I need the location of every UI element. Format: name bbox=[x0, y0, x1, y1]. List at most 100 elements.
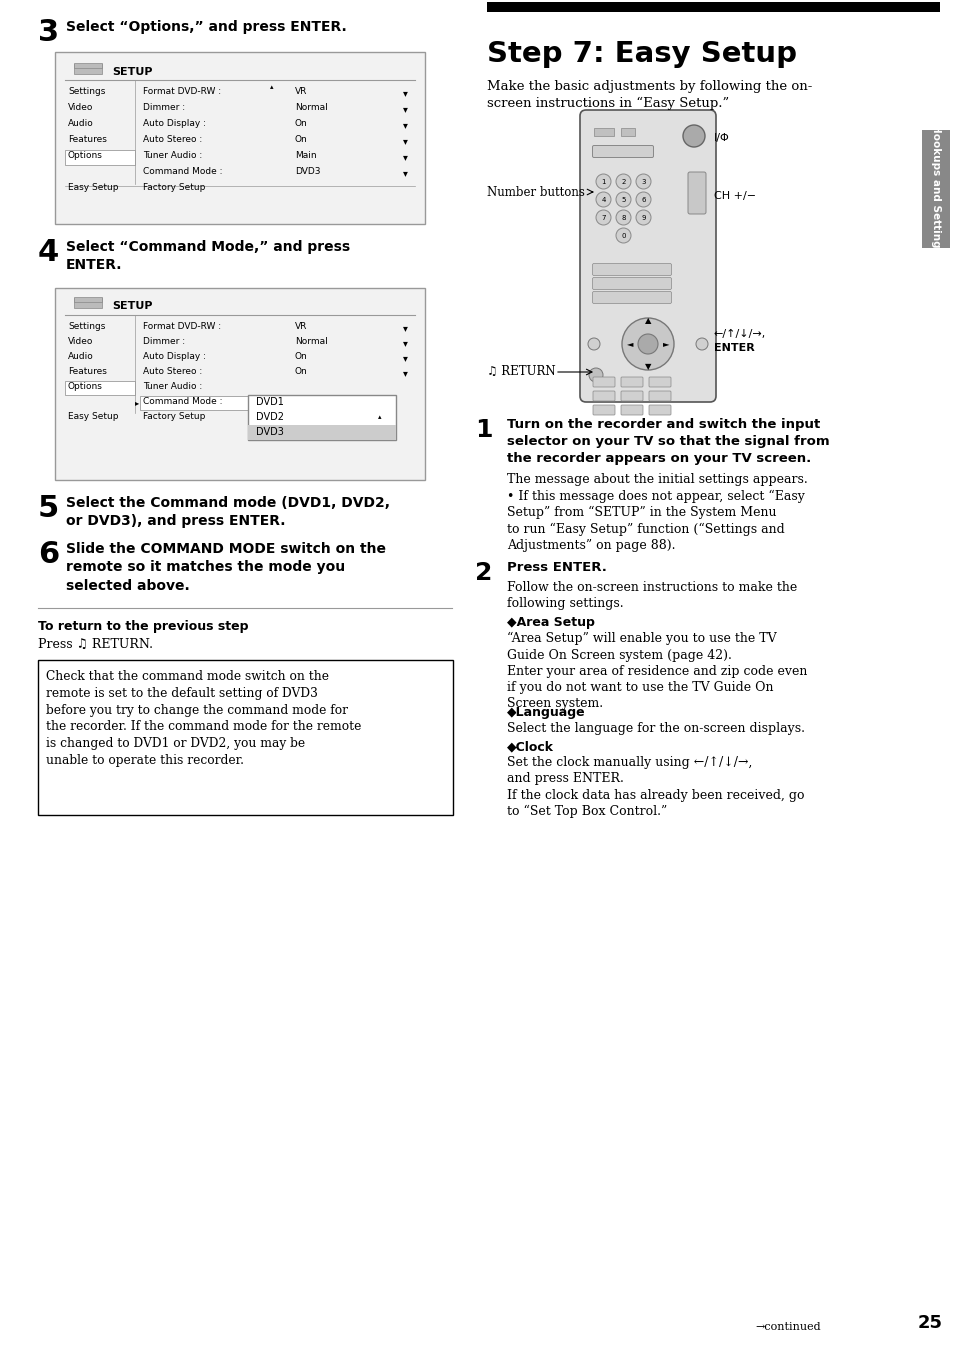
Text: 25: 25 bbox=[917, 1314, 942, 1332]
Text: ▾: ▾ bbox=[402, 151, 408, 162]
Text: Format DVD-RW :: Format DVD-RW : bbox=[143, 87, 221, 96]
Text: Normal: Normal bbox=[294, 103, 328, 112]
Text: SETUP: SETUP bbox=[112, 301, 152, 311]
Text: Auto Display :: Auto Display : bbox=[143, 352, 206, 361]
FancyBboxPatch shape bbox=[648, 406, 670, 415]
Text: 2: 2 bbox=[475, 561, 492, 585]
Text: 6: 6 bbox=[640, 196, 645, 203]
Text: Options: Options bbox=[68, 151, 103, 160]
Text: On: On bbox=[294, 119, 308, 128]
Text: ▾: ▾ bbox=[402, 168, 408, 178]
Text: Press ENTER.: Press ENTER. bbox=[506, 561, 606, 575]
FancyBboxPatch shape bbox=[592, 277, 671, 289]
Text: ◆Clock: ◆Clock bbox=[506, 740, 554, 753]
Circle shape bbox=[596, 174, 610, 189]
Bar bbox=[74, 64, 102, 68]
Text: 4: 4 bbox=[600, 196, 605, 203]
Text: ▾: ▾ bbox=[402, 353, 408, 362]
Text: Format DVD-RW :: Format DVD-RW : bbox=[143, 322, 221, 331]
Text: 1: 1 bbox=[600, 178, 605, 184]
Text: Follow the on-screen instructions to make the
following settings.: Follow the on-screen instructions to mak… bbox=[506, 581, 797, 610]
Text: VR: VR bbox=[294, 87, 307, 96]
Bar bbox=[38, 660, 453, 815]
FancyBboxPatch shape bbox=[620, 406, 642, 415]
Circle shape bbox=[596, 210, 610, 224]
Text: I/Φ: I/Φ bbox=[713, 132, 729, 143]
Bar bbox=[620, 128, 635, 137]
Text: DVD3: DVD3 bbox=[255, 427, 284, 437]
Text: Make the basic adjustments by following the on-
screen instructions in “Easy Set: Make the basic adjustments by following … bbox=[486, 80, 812, 111]
Text: Normal: Normal bbox=[294, 337, 328, 346]
Text: DVD2: DVD2 bbox=[255, 412, 284, 422]
Text: Factory Setup: Factory Setup bbox=[143, 183, 205, 192]
Bar bbox=[55, 51, 424, 224]
Text: Features: Features bbox=[68, 366, 107, 376]
Text: 0: 0 bbox=[620, 233, 625, 238]
Text: 5: 5 bbox=[620, 196, 625, 203]
Text: 6: 6 bbox=[38, 539, 59, 569]
Text: Check that the command mode switch on the
remote is set to the default setting o: Check that the command mode switch on th… bbox=[46, 671, 361, 767]
Text: Settings: Settings bbox=[68, 87, 105, 96]
Text: On: On bbox=[294, 352, 308, 361]
Text: DVD3: DVD3 bbox=[294, 168, 320, 176]
Text: 5: 5 bbox=[38, 493, 59, 523]
Text: Turn on the recorder and switch the input
selector on your TV so that the signal: Turn on the recorder and switch the inpu… bbox=[506, 418, 829, 465]
Text: DVD1: DVD1 bbox=[255, 397, 284, 407]
Text: Step 7: Easy Setup: Step 7: Easy Setup bbox=[486, 41, 796, 68]
Text: ▾: ▾ bbox=[402, 137, 408, 146]
Text: “Area Setup” will enable you to use the TV
Guide On Screen system (page 42).
Ent: “Area Setup” will enable you to use the … bbox=[506, 631, 806, 710]
Circle shape bbox=[616, 210, 630, 224]
Text: Easy Setup: Easy Setup bbox=[68, 183, 118, 192]
Circle shape bbox=[587, 338, 599, 350]
Text: ►: ► bbox=[662, 339, 669, 349]
Circle shape bbox=[636, 192, 650, 207]
Text: Select the Command mode (DVD1, DVD2,
or DVD3), and press ENTER.: Select the Command mode (DVD1, DVD2, or … bbox=[66, 496, 390, 529]
Text: Number buttons: Number buttons bbox=[486, 185, 584, 199]
Bar bbox=[248, 425, 395, 439]
Text: ▾: ▾ bbox=[402, 323, 408, 333]
Text: 9: 9 bbox=[640, 215, 645, 220]
Bar bbox=[55, 288, 424, 480]
Circle shape bbox=[638, 334, 658, 354]
Bar bbox=[74, 297, 102, 301]
Text: ←/↑/↓/→,: ←/↑/↓/→, bbox=[713, 329, 765, 339]
Text: Tuner Audio :: Tuner Audio : bbox=[143, 151, 202, 160]
Bar bbox=[65, 150, 135, 165]
Text: Command Mode :: Command Mode : bbox=[143, 397, 222, 406]
FancyBboxPatch shape bbox=[593, 377, 615, 387]
Circle shape bbox=[696, 338, 707, 350]
FancyBboxPatch shape bbox=[687, 172, 705, 214]
Text: ▾: ▾ bbox=[402, 88, 408, 97]
FancyBboxPatch shape bbox=[592, 292, 671, 303]
Text: The message about the initial settings appears.
• If this message does not appea: The message about the initial settings a… bbox=[506, 473, 807, 552]
FancyBboxPatch shape bbox=[620, 377, 642, 387]
Text: Slide the COMMAND MODE switch on the
remote so it matches the mode you
selected : Slide the COMMAND MODE switch on the rem… bbox=[66, 542, 386, 592]
Text: 8: 8 bbox=[620, 215, 625, 220]
FancyBboxPatch shape bbox=[593, 406, 615, 415]
Text: CH +/−: CH +/− bbox=[713, 191, 756, 201]
Text: Features: Features bbox=[68, 135, 107, 145]
Circle shape bbox=[616, 174, 630, 189]
Text: Tuner Audio :: Tuner Audio : bbox=[143, 383, 202, 391]
Circle shape bbox=[596, 192, 610, 207]
Bar bbox=[140, 396, 248, 410]
Text: Select the language for the on-screen displays.: Select the language for the on-screen di… bbox=[506, 722, 804, 735]
Text: Easy Setup: Easy Setup bbox=[68, 412, 118, 420]
FancyBboxPatch shape bbox=[620, 391, 642, 402]
Text: ENTER: ENTER bbox=[713, 343, 754, 353]
Text: ▾: ▾ bbox=[402, 368, 408, 379]
Text: 3: 3 bbox=[640, 178, 645, 184]
FancyBboxPatch shape bbox=[592, 146, 653, 157]
Text: ▸: ▸ bbox=[135, 397, 139, 407]
Text: To return to the previous step: To return to the previous step bbox=[38, 621, 248, 633]
Text: Auto Stereo :: Auto Stereo : bbox=[143, 366, 202, 376]
Text: ▲: ▲ bbox=[644, 316, 651, 326]
Circle shape bbox=[616, 228, 630, 243]
Text: Press ♫ RETURN.: Press ♫ RETURN. bbox=[38, 638, 152, 652]
FancyBboxPatch shape bbox=[648, 391, 670, 402]
Text: ▾: ▾ bbox=[402, 104, 408, 114]
Circle shape bbox=[621, 318, 673, 370]
Text: ▾: ▾ bbox=[402, 338, 408, 347]
Bar bbox=[74, 64, 102, 74]
Circle shape bbox=[682, 124, 704, 147]
